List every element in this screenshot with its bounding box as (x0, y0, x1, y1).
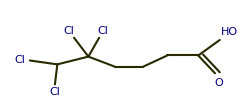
Text: Cl: Cl (97, 26, 108, 36)
Text: HO: HO (221, 27, 238, 37)
Text: Cl: Cl (49, 87, 60, 97)
Text: Cl: Cl (15, 55, 26, 65)
Text: Cl: Cl (64, 26, 75, 36)
Text: O: O (214, 78, 223, 88)
